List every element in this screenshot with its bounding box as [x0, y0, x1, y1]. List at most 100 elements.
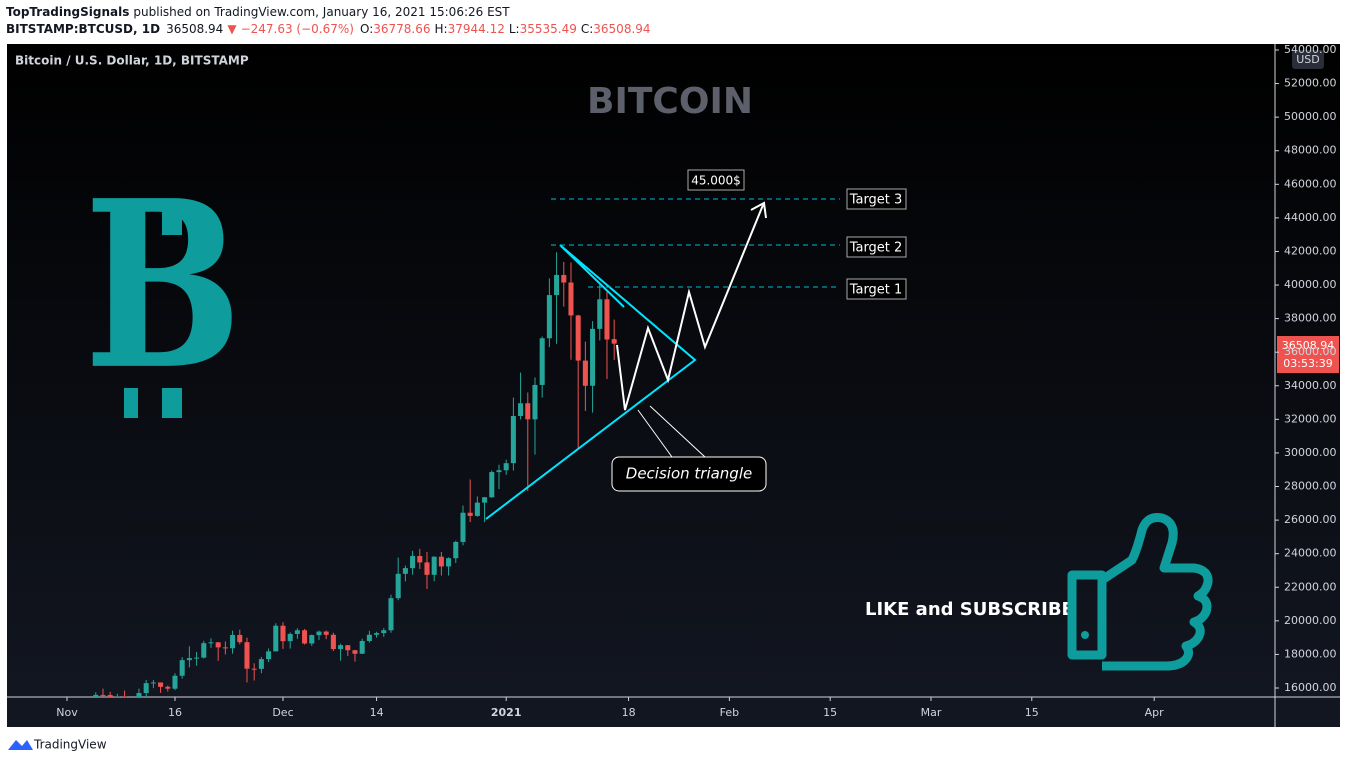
bitcoin-logo: B — [84, 151, 242, 421]
author[interactable]: TopTradingSignals — [6, 5, 129, 19]
candle-body — [474, 502, 480, 516]
x-tick-label: 2021 — [491, 706, 522, 719]
c-label: C: — [581, 22, 593, 36]
arrow-head — [750, 201, 767, 219]
callout — [649, 405, 706, 458]
y-tick-label: 42000.00 — [1284, 244, 1337, 257]
candle-body — [316, 631, 322, 636]
candle-body — [381, 630, 387, 634]
y-tick-label: 30000.00 — [1284, 446, 1337, 459]
callout-box — [611, 456, 767, 492]
svg-text:B: B — [84, 151, 242, 421]
label-box — [846, 278, 907, 300]
y-tick-label: 48000.00 — [1284, 144, 1337, 157]
callout — [637, 409, 673, 458]
y-tick-label: 18000.00 — [1284, 647, 1337, 660]
target-label: Target 3 — [849, 193, 903, 208]
candle-body — [258, 659, 264, 669]
candle-body — [143, 683, 149, 694]
y-tick-label: 38000.00 — [1284, 312, 1337, 325]
currency: USD — [1296, 53, 1320, 66]
candle-body — [424, 562, 430, 575]
candle-body — [165, 686, 171, 689]
l-value: 35535.49 — [520, 22, 577, 36]
price-badge — [1277, 336, 1339, 373]
published: published on TradingView.com, January 16… — [133, 5, 510, 19]
candle-body — [294, 630, 300, 634]
candle-body — [158, 682, 164, 687]
target-price: 45.000$ — [691, 174, 741, 188]
candle-body — [482, 497, 488, 503]
candle-body — [345, 645, 351, 651]
candle-body — [597, 299, 603, 329]
candle-body — [510, 416, 516, 464]
candle-body — [489, 472, 495, 498]
x-tick-label: Apr — [1145, 706, 1165, 719]
candle-body — [150, 682, 156, 684]
candle-body — [453, 541, 459, 559]
y-tick-label: 24000.00 — [1284, 547, 1337, 560]
change-arrow: ▼ — [227, 22, 237, 36]
candle-body — [208, 642, 214, 644]
candle-body — [417, 556, 423, 563]
x-tick-label: 14 — [370, 706, 384, 719]
brand[interactable]: TradingView — [33, 738, 107, 752]
y-tick-label: 16000.00 — [1284, 681, 1337, 694]
chart-background — [7, 44, 1340, 727]
h-value: 37944.12 — [448, 22, 505, 36]
candle-body — [309, 635, 315, 644]
label-box — [687, 169, 745, 191]
currency-badge — [1292, 50, 1324, 69]
projection — [616, 204, 764, 411]
candle-body — [460, 512, 466, 542]
symbol: BITSTAMP:BTCUSD, 1D — [6, 22, 160, 36]
candle-body — [136, 693, 142, 697]
o-label: O: — [360, 22, 373, 36]
candle-body — [518, 403, 524, 417]
countdown: 03:53:39 — [1283, 357, 1332, 370]
y-tick-label: 40000.00 — [1284, 278, 1337, 291]
candle-body — [446, 558, 452, 567]
ohlc-line: BITSTAMP:BTCUSD, 1D 36508.94 ▼ −247.63 (−0.… — [6, 22, 651, 36]
candle-body — [359, 640, 365, 654]
candle-body — [273, 625, 279, 652]
chart-title: Bitcoin / U.S. Dollar, 1D, BITSTAMP — [15, 54, 249, 68]
candle-body — [402, 568, 408, 574]
candle-body — [93, 694, 99, 697]
thumbs-up-dot — [1081, 631, 1089, 639]
candle-body — [568, 282, 574, 316]
header-line: TopTradingSignals published on TradingVie… — [6, 5, 510, 19]
y-tick-label: 28000.00 — [1284, 480, 1337, 493]
candle-body — [330, 634, 336, 650]
candle-body — [237, 634, 243, 643]
candle-body — [539, 338, 545, 385]
x-tick-label: 15 — [823, 706, 837, 719]
x-tick-label: Dec — [272, 706, 293, 719]
candle-body — [546, 295, 552, 339]
candle-body — [287, 633, 293, 642]
y-tick-label: 44000.00 — [1284, 211, 1337, 224]
change: −247.63 (−0.67%) — [241, 22, 354, 36]
label-box — [846, 188, 907, 210]
x-tick-label: Nov — [56, 706, 78, 719]
candle-body — [388, 598, 394, 631]
candle-body — [100, 694, 106, 696]
candle-body — [410, 556, 416, 569]
candle-body — [525, 403, 531, 420]
candle-body — [590, 328, 596, 386]
candle-body — [244, 642, 250, 669]
thumbs-up-icon — [1067, 513, 1213, 671]
label-box — [846, 236, 907, 258]
o-value: 36778.66 — [373, 22, 430, 36]
y-tick-label: 36000.00 — [1284, 345, 1337, 358]
candle-body — [201, 643, 207, 658]
y-tick-label: 52000.00 — [1284, 77, 1337, 90]
candle-body — [107, 695, 113, 697]
y-tick-label: 26000.00 — [1284, 513, 1337, 526]
watermark: BITCOIN — [587, 81, 753, 122]
candle-body — [561, 274, 567, 283]
candle-body — [194, 657, 200, 659]
y-tick-label: 32000.00 — [1284, 412, 1337, 425]
y-tick-label: 34000.00 — [1284, 379, 1337, 392]
